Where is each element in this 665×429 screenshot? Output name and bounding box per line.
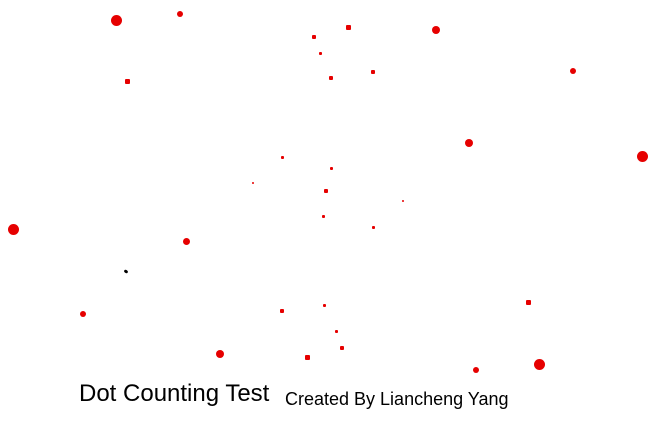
- red-dot: [312, 35, 316, 39]
- red-dot: [432, 26, 440, 34]
- red-dot: [318, 51, 322, 55]
- red-dot: [80, 311, 86, 317]
- red-dot: [371, 225, 375, 229]
- red-dot: [182, 237, 190, 245]
- red-dot: [636, 150, 648, 162]
- red-dot: [110, 14, 122, 26]
- red-dot: [124, 78, 130, 84]
- red-dot: [345, 24, 351, 30]
- red-dot: [304, 354, 310, 360]
- red-dot: [525, 299, 531, 305]
- test-title: Dot Counting Test: [79, 380, 270, 407]
- red-dot: [252, 182, 254, 184]
- red-dot: [334, 329, 338, 333]
- red-dot: [177, 11, 183, 17]
- red-dot: [465, 139, 473, 147]
- red-dot: [216, 350, 224, 358]
- red-dot: [340, 346, 344, 350]
- red-dot: [473, 367, 479, 373]
- red-dot: [533, 358, 545, 370]
- red-dot: [402, 200, 404, 202]
- red-dot: [570, 68, 576, 74]
- red-dot: [321, 214, 325, 218]
- black-mark: [123, 269, 129, 274]
- red-dot: [371, 70, 375, 74]
- credit-line: Created By Liancheng Yang: [285, 389, 509, 409]
- red-dot: [322, 303, 326, 307]
- red-dot: [280, 309, 284, 313]
- red-dot: [324, 189, 328, 193]
- red-dot: [329, 166, 333, 170]
- red-dot: [280, 155, 284, 159]
- red-dot: [329, 76, 333, 80]
- red-dot: [7, 223, 19, 235]
